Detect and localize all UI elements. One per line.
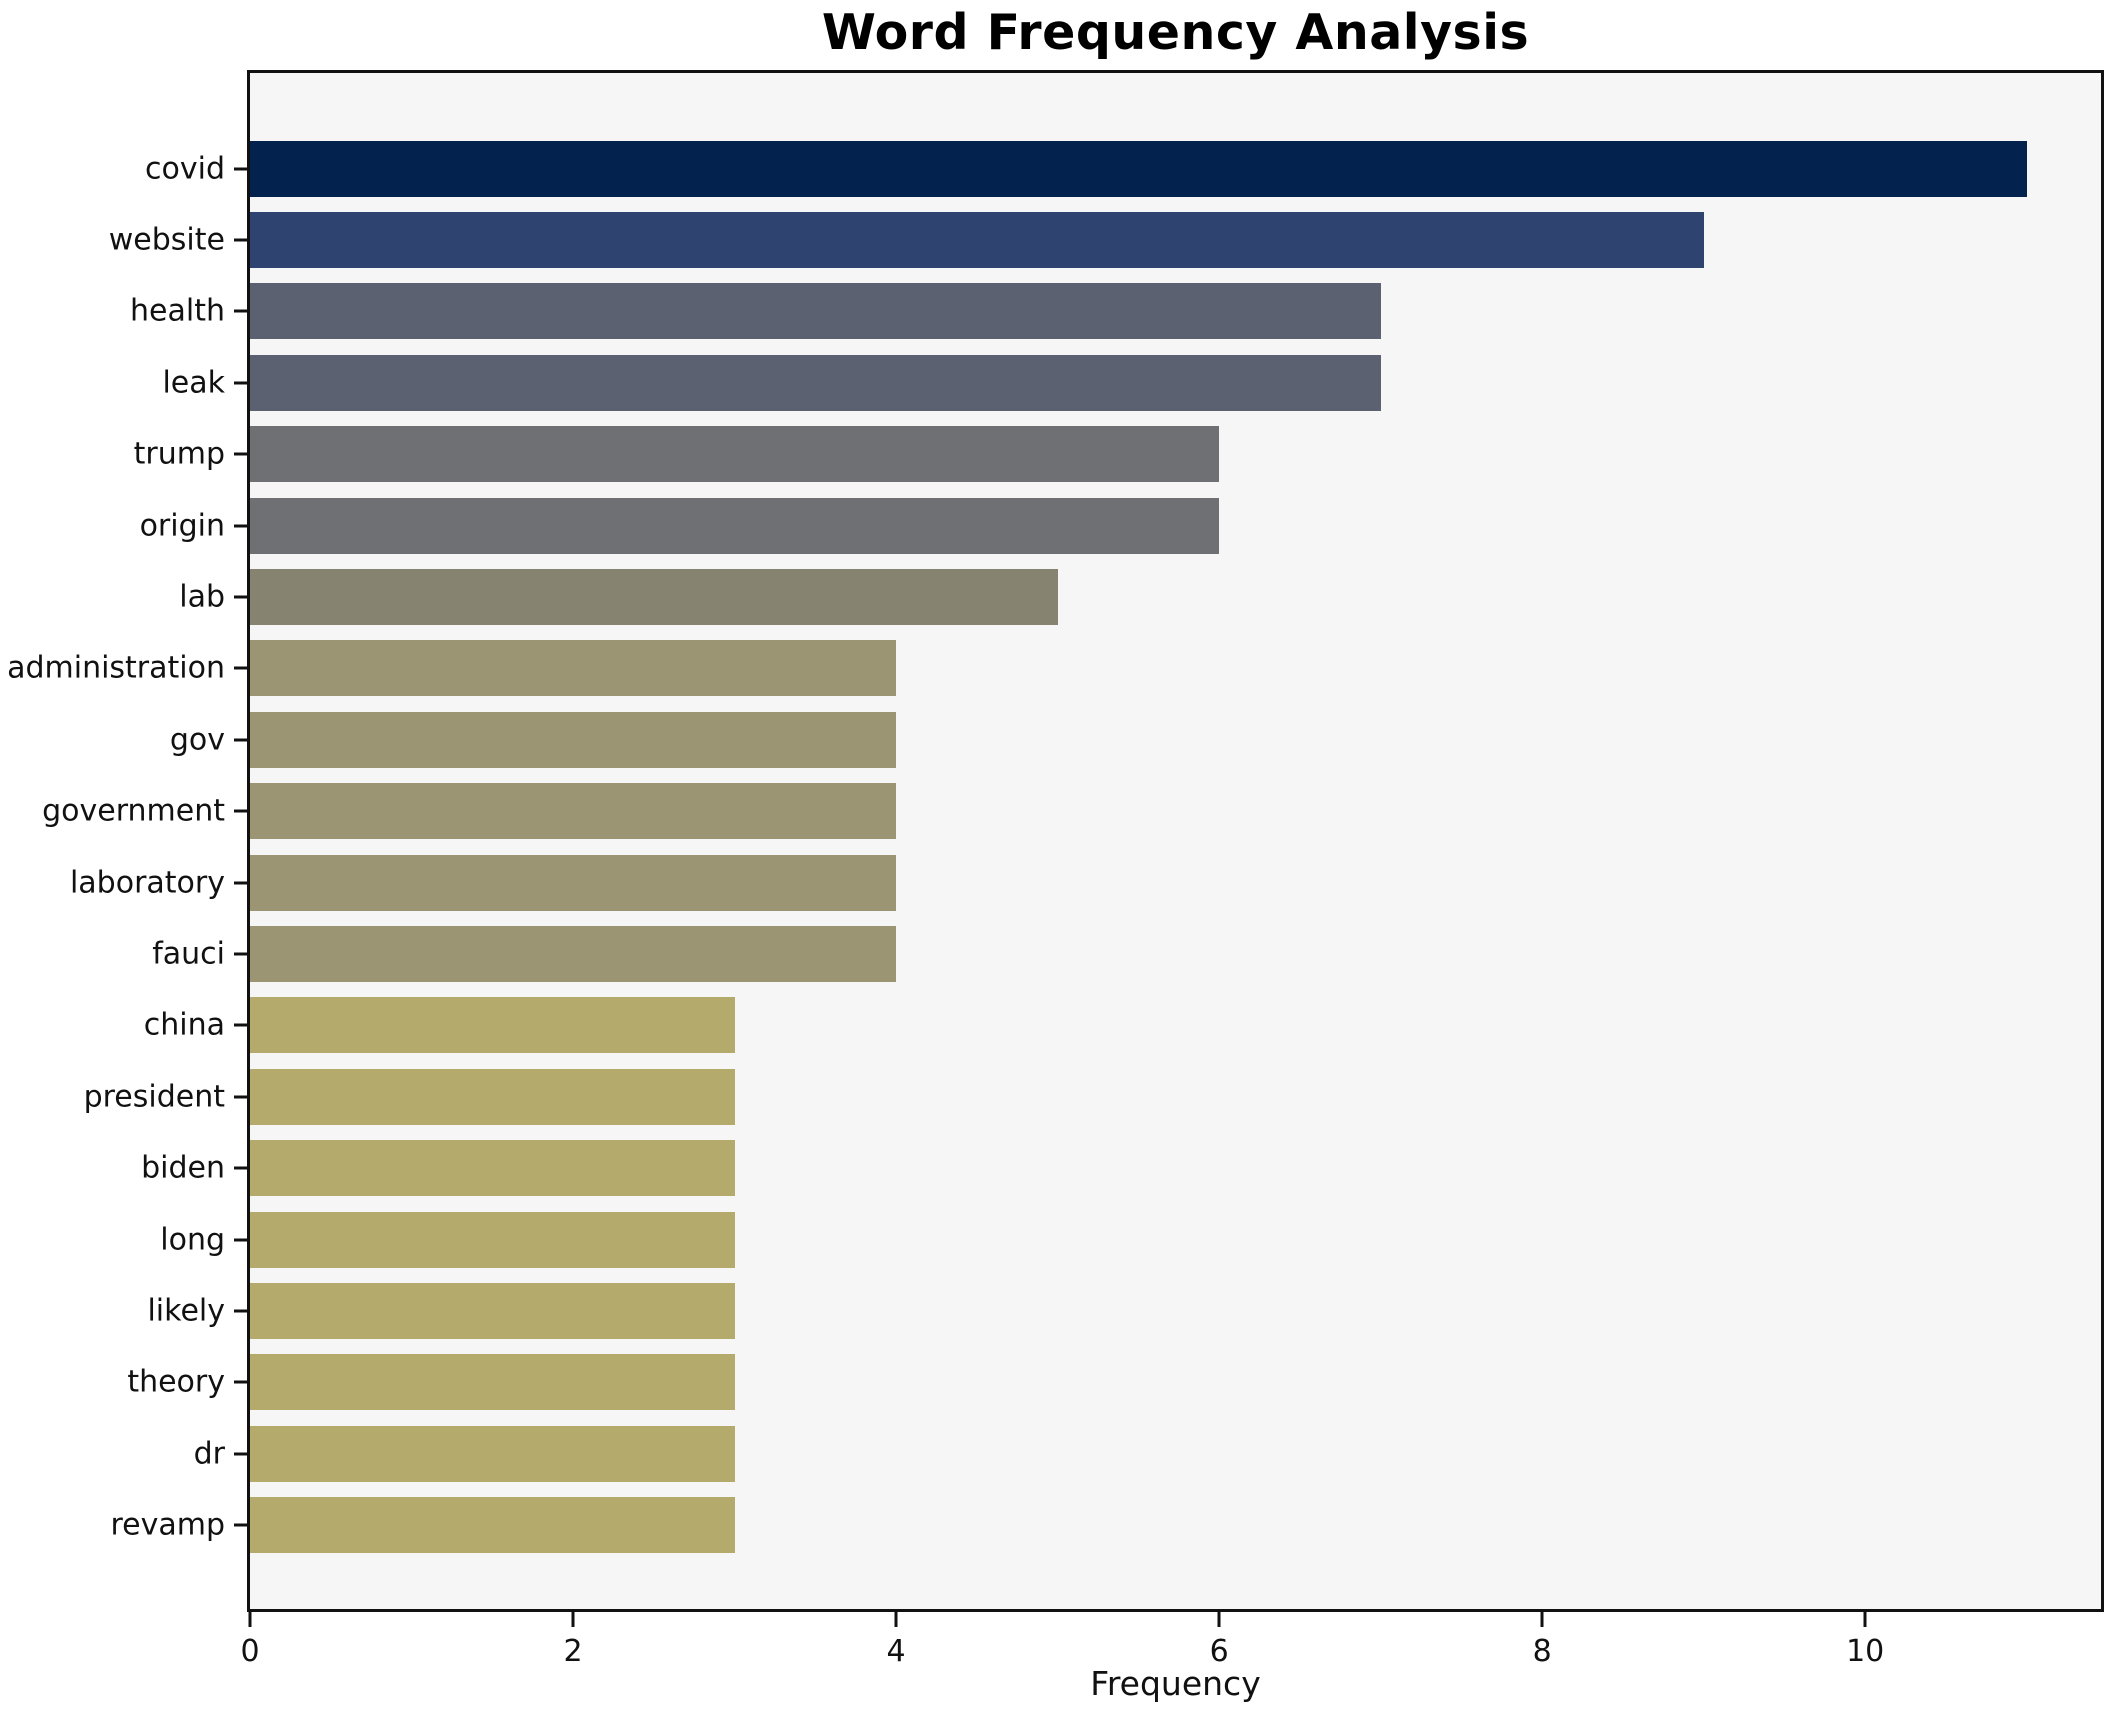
bar-biden (250, 1140, 735, 1197)
y-tick-mark (234, 1238, 247, 1242)
x-tick-mark (1863, 1612, 1867, 1627)
bars-container: covid website health leak trump origin lab admi… (7, 133, 2101, 1561)
y-tick-label-leak: leak (162, 365, 225, 401)
bar-theory (250, 1354, 735, 1411)
bar-likely (250, 1282, 735, 1339)
bar-row-covid: covid (145, 133, 2101, 204)
bar-row-likely: likely (147, 1275, 2101, 1346)
y-tick-label-likely: likely (147, 1293, 225, 1329)
y-tick-label-china: china (143, 1007, 225, 1043)
y-tick-mark (234, 809, 247, 813)
y-tick-label-theory: theory (127, 1364, 225, 1400)
bar-row-fauci: fauci (152, 918, 2101, 989)
y-tick-label-health: health (130, 293, 225, 329)
x-tick-mark (1540, 1612, 1544, 1627)
bar-row-theory: theory (127, 1347, 2101, 1418)
y-tick-mark (234, 595, 247, 599)
bar-trump (250, 426, 1220, 483)
bar-origin (250, 497, 1220, 554)
x-tick-mark (571, 1612, 575, 1627)
bar-health (250, 283, 1381, 340)
x-tick-label-10: 10 (1846, 1634, 1885, 1669)
bar-row-trump: trump (134, 419, 2101, 490)
y-tick-label-gov: gov (169, 722, 225, 758)
bar-row-leak: leak (162, 347, 2101, 418)
bar-row-president: president (84, 1061, 2101, 1132)
bar-president (250, 1068, 735, 1125)
y-tick-label-website: website (108, 222, 225, 258)
bar-administration (250, 640, 897, 697)
bar-leak (250, 354, 1381, 411)
y-tick-mark (234, 1380, 247, 1384)
bar-website (250, 212, 1704, 269)
y-tick-label-lab: lab (179, 579, 225, 615)
bar-gov (250, 711, 897, 768)
bar-row-long: long (160, 1204, 2101, 1275)
bar-row-health: health (130, 276, 2101, 347)
y-tick-label-trump: trump (133, 436, 225, 472)
x-tick-mark (894, 1612, 898, 1627)
x-tick-mark (248, 1612, 252, 1627)
y-tick-mark (234, 1023, 247, 1027)
y-tick-label-laboratory: laboratory (69, 865, 225, 901)
bar-row-dr: dr (194, 1418, 2101, 1489)
y-tick-label-administration: administration (7, 650, 225, 686)
y-tick-mark (234, 952, 247, 956)
x-tick-label-0: 0 (240, 1634, 260, 1669)
y-tick-label-president: president (83, 1079, 225, 1115)
y-tick-label-covid: covid (145, 151, 225, 187)
plot-area: covid website health leak trump origin lab admi… (7, 70, 2104, 1612)
y-tick-mark (234, 524, 247, 528)
y-tick-label-biden: biden (141, 1150, 225, 1186)
y-tick-mark (234, 381, 247, 385)
bar-dr (250, 1425, 735, 1482)
bar-covid (250, 140, 2027, 197)
x-axis-label: Frequency (1090, 1664, 1261, 1703)
bar-long (250, 1211, 735, 1268)
bar-revamp (250, 1497, 735, 1554)
bar-lab (250, 569, 1058, 626)
bar-government (250, 783, 897, 840)
y-tick-label-revamp: revamp (110, 1507, 225, 1543)
y-tick-mark (234, 1523, 247, 1527)
bar-row-government: government (42, 776, 2101, 847)
y-tick-mark (234, 1309, 247, 1313)
x-tick-label-4: 4 (886, 1634, 906, 1669)
bar-fauci (250, 925, 897, 982)
chart-title: Word Frequency Analysis (821, 4, 1530, 61)
y-tick-mark (234, 738, 247, 742)
bar-row-laboratory: laboratory (70, 847, 2101, 918)
bar-row-biden: biden (141, 1132, 2101, 1203)
bar-row-website: website (109, 204, 2101, 275)
y-tick-label-origin: origin (139, 508, 225, 544)
x-axis: 0 2 4 6 8 10 (240, 1612, 2101, 1672)
bar-china (250, 997, 735, 1054)
y-tick-mark (234, 1452, 247, 1456)
bar-row-administration: administration (7, 633, 2101, 704)
y-tick-mark (234, 1166, 247, 1170)
bar-row-lab: lab (179, 561, 2101, 632)
bar-row-origin: origin (140, 490, 2101, 561)
bar-laboratory (250, 854, 897, 911)
y-tick-label-dr: dr (193, 1436, 225, 1472)
y-tick-mark (234, 881, 247, 885)
y-tick-mark (234, 666, 247, 670)
y-tick-label-government: government (42, 793, 225, 829)
bar-row-revamp: revamp (110, 1489, 2101, 1560)
bar-row-china: china (144, 990, 2101, 1061)
y-tick-mark (234, 167, 247, 171)
y-tick-mark (234, 238, 247, 242)
x-tick-mark (1217, 1612, 1221, 1627)
y-tick-label-long: long (160, 1222, 225, 1258)
y-tick-label-fauci: fauci (152, 936, 225, 972)
x-tick-label-6: 6 (1209, 1634, 1229, 1669)
x-tick-label-8: 8 (1532, 1634, 1552, 1669)
bar-row-gov: gov (170, 704, 2101, 775)
x-tick-label-2: 2 (563, 1634, 583, 1669)
y-tick-mark (234, 452, 247, 456)
y-tick-mark (234, 309, 247, 313)
y-tick-mark (234, 1095, 247, 1099)
